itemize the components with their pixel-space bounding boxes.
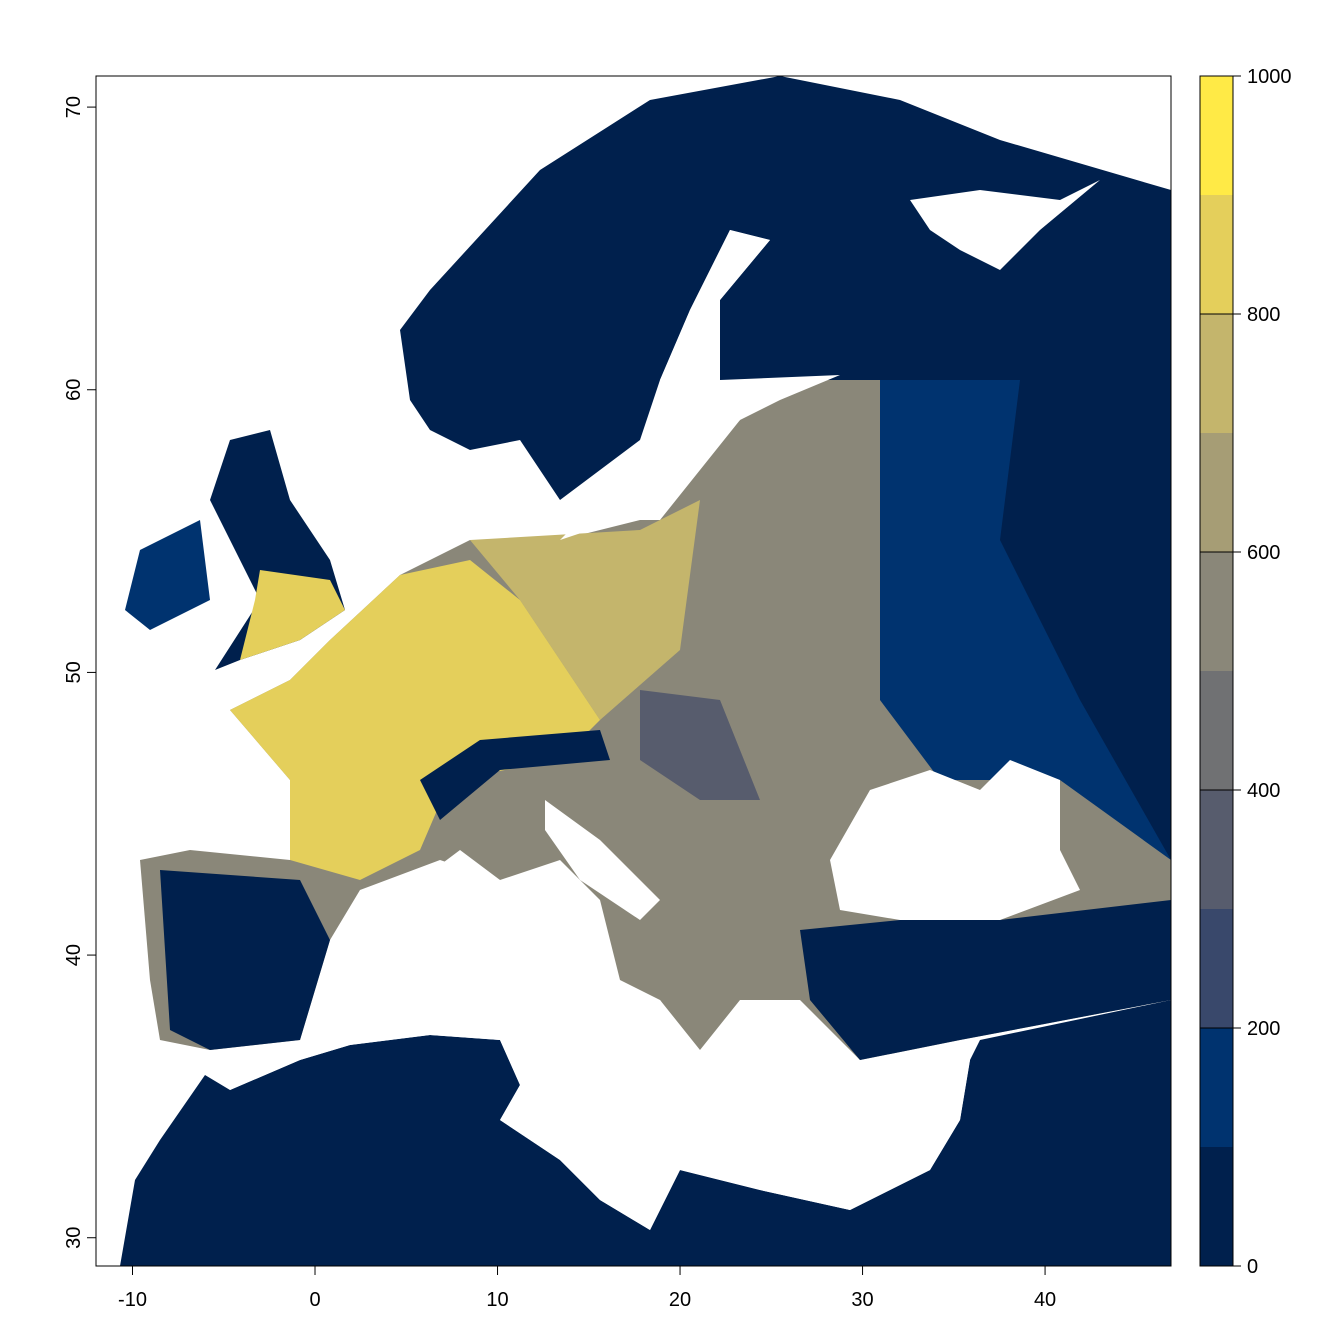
y-tick-label: 40 (63, 944, 85, 966)
colorbar-tick-label: 400 (1247, 780, 1280, 802)
sea (830, 760, 1080, 920)
land (420, 730, 610, 820)
colorbar-bin (1200, 1028, 1233, 1147)
colorbar-tick-label: 0 (1247, 1256, 1258, 1278)
x-tick-label: 10 (486, 1289, 508, 1311)
y-tick-label: 50 (63, 661, 85, 683)
land (120, 1000, 1171, 1266)
x-tick-label: 30 (851, 1289, 873, 1311)
plot-frame (95, 75, 1172, 1267)
colorbar-bin (1200, 671, 1233, 790)
colorbar-tick-label: 1000 (1247, 66, 1292, 88)
sea (910, 180, 1100, 270)
colorbar-bin (1200, 552, 1233, 671)
x-tick-label: 40 (1034, 1289, 1056, 1311)
colorbar-frame (1199, 75, 1234, 1267)
colorbar-bin (1200, 76, 1233, 195)
colorbar-bin (1200, 909, 1233, 1028)
map (120, 76, 1171, 1266)
y-tick-label: 30 (63, 1227, 85, 1249)
sea (560, 230, 840, 540)
land (240, 570, 345, 660)
land (125, 520, 210, 630)
colorbar-tick-label: 600 (1247, 542, 1280, 564)
colorbar-bin (1200, 433, 1233, 552)
sea (545, 800, 660, 920)
land (160, 870, 330, 1050)
land (230, 560, 600, 880)
x-tick-label: 0 (309, 1289, 320, 1311)
colorbar-bin (1200, 195, 1233, 314)
colorbar-bin (1200, 790, 1233, 909)
y-tick-label: 60 (63, 379, 85, 401)
land (800, 900, 1171, 1060)
land (470, 500, 700, 720)
land (640, 690, 760, 800)
colorbar-bin (1200, 314, 1233, 433)
x-tick-label: -10 (118, 1289, 147, 1311)
land (1000, 380, 1171, 860)
sea (220, 850, 970, 1230)
land (400, 76, 1171, 500)
colorbar-bin (1200, 1147, 1233, 1266)
x-tick-label: 20 (669, 1289, 691, 1311)
colorbar-tick-label: 200 (1247, 1018, 1280, 1040)
colorbar-tick-label: 800 (1247, 304, 1280, 326)
y-tick-label: 70 (63, 96, 85, 118)
